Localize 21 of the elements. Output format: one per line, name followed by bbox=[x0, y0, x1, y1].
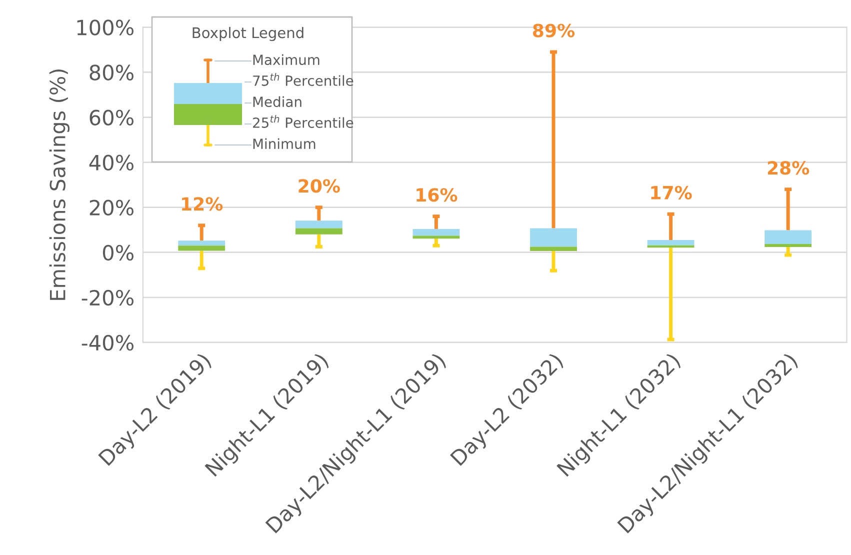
y-axis-title: Emissions Savings (%) bbox=[49, 69, 70, 300]
y-tick-label: 20% bbox=[90, 200, 134, 216]
annotation: 75$^{th}$ Percentile bbox=[253, 73, 354, 86]
y-tick-label: 100% bbox=[77, 20, 134, 36]
annotation: Minimum bbox=[253, 138, 316, 150]
annotation: 17% bbox=[651, 186, 692, 200]
annotation: 25$^{th}$ Percentile bbox=[253, 115, 354, 128]
annotation: Maximum bbox=[253, 54, 320, 66]
annotation: 20% bbox=[298, 179, 340, 193]
y-tick-label: 60% bbox=[90, 110, 134, 126]
y-tick-label: 80% bbox=[90, 64, 134, 80]
y-tick-label: 0% bbox=[102, 244, 134, 261]
annotation: 28% bbox=[768, 161, 810, 175]
annotation: 16% bbox=[416, 188, 458, 202]
annotation: Median bbox=[253, 96, 302, 108]
annotation: 12% bbox=[182, 197, 223, 211]
legend-title: Boxplot Legend bbox=[192, 26, 304, 42]
y-tick-label: -40% bbox=[82, 334, 134, 351]
y-tick-label: 40% bbox=[89, 154, 134, 171]
annotation: 89% bbox=[533, 24, 575, 38]
y-tick-label: -20% bbox=[82, 290, 134, 306]
